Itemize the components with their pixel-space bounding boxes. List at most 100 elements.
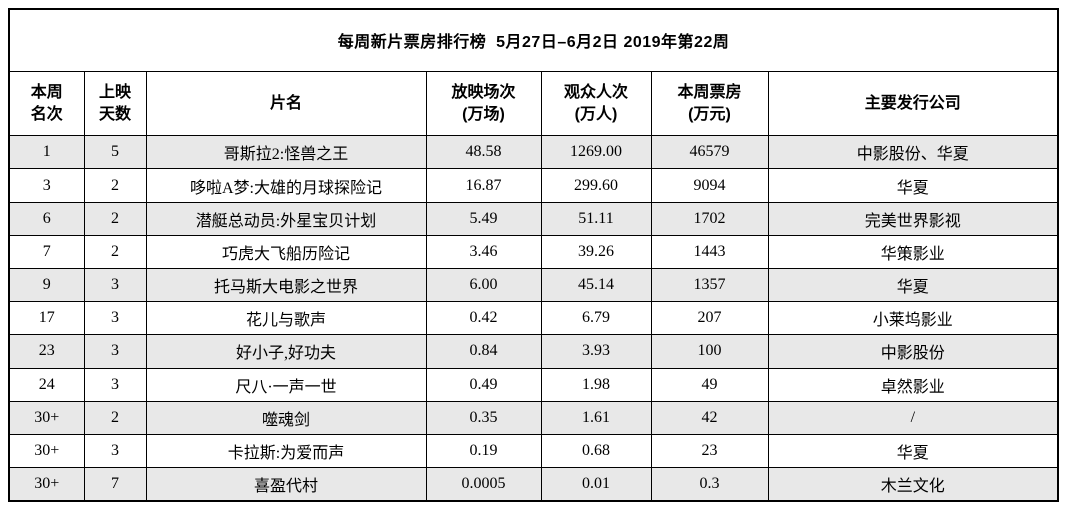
cell-admissions: 51.11 [540, 201, 652, 236]
cell-rank: 3 [8, 168, 85, 203]
cell-distributor: 华夏 [767, 268, 1059, 303]
cell-admissions: 45.14 [540, 268, 652, 303]
table-row: 6 2 潜艇总动员:外星宝贝计划 5.49 51.11 1702 完美世界影视 [8, 201, 1059, 236]
cell-screenings: 0.49 [425, 367, 542, 402]
cell-film-name: 潜艇总动员:外星宝贝计划 [145, 201, 427, 236]
cell-film-name: 托马斯大电影之世界 [145, 268, 427, 303]
cell-screenings: 16.87 [425, 168, 542, 203]
table-row: 30+ 7 喜盈代村 0.0005 0.01 0.3 木兰文化 [8, 467, 1059, 502]
cell-rank: 23 [8, 334, 85, 369]
cell-admissions: 0.01 [540, 467, 652, 502]
cell-rank: 30+ [8, 467, 85, 502]
cell-rank: 1 [8, 135, 85, 170]
cell-days: 3 [83, 367, 147, 402]
cell-days: 3 [83, 301, 147, 336]
title-row: 每周新片票房排行榜 5月27日–6月2日 2019年第22周 [8, 8, 1059, 72]
cell-box-office: 9094 [650, 168, 769, 203]
cell-film-name: 花儿与歌声 [145, 301, 427, 336]
cell-box-office: 207 [650, 301, 769, 336]
cell-rank: 17 [8, 301, 85, 336]
cell-rank: 30+ [8, 400, 85, 435]
cell-box-office: 0.3 [650, 467, 769, 502]
cell-days: 7 [83, 467, 147, 502]
cell-rank: 24 [8, 367, 85, 402]
cell-film-name: 噬魂剑 [145, 400, 427, 435]
cell-distributor: 华策影业 [767, 234, 1059, 270]
weekly-box-office-table: 每周新片票房排行榜 5月27日–6月2日 2019年第22周 本周 名次 上映 … [8, 8, 1060, 502]
cell-distributor: 卓然影业 [767, 367, 1059, 402]
cell-distributor: / [767, 400, 1059, 435]
cell-box-office: 1357 [650, 268, 769, 303]
cell-days: 2 [83, 400, 147, 435]
cell-distributor: 华夏 [767, 433, 1059, 469]
cell-film-name: 哆啦A梦:大雄的月球探险记 [145, 168, 427, 203]
cell-distributor: 木兰文化 [767, 467, 1059, 502]
cell-box-office: 49 [650, 367, 769, 402]
cell-admissions: 39.26 [540, 234, 652, 270]
col-header-box-office: 本周票房 (万元) [650, 70, 769, 137]
cell-admissions: 3.93 [540, 334, 652, 369]
table-row: 30+ 2 噬魂剑 0.35 1.61 42 / [8, 400, 1059, 435]
cell-screenings: 0.42 [425, 301, 542, 336]
cell-rank: 7 [8, 234, 85, 270]
cell-days: 2 [83, 234, 147, 270]
table-row: 9 3 托马斯大电影之世界 6.00 45.14 1357 华夏 [8, 268, 1059, 303]
header-row: 本周 名次 上映 天数 片名 放映场次 (万场) 观众人次 (万人) 本周票房 … [8, 70, 1059, 137]
cell-admissions: 1.98 [540, 367, 652, 402]
cell-rank: 30+ [8, 433, 85, 469]
cell-rank: 9 [8, 268, 85, 303]
cell-box-office: 23 [650, 433, 769, 469]
cell-box-office: 100 [650, 334, 769, 369]
col-header-screenings: 放映场次 (万场) [425, 70, 542, 137]
col-header-rank: 本周 名次 [8, 70, 85, 137]
cell-days: 3 [83, 268, 147, 303]
table-row: 17 3 花儿与歌声 0.42 6.79 207 小莱坞影业 [8, 301, 1059, 336]
col-header-admissions: 观众人次 (万人) [540, 70, 652, 137]
cell-box-office: 1443 [650, 234, 769, 270]
cell-film-name: 喜盈代村 [145, 467, 427, 502]
table-row: 30+ 3 卡拉斯:为爱而声 0.19 0.68 23 华夏 [8, 433, 1059, 469]
table-row: 3 2 哆啦A梦:大雄的月球探险记 16.87 299.60 9094 华夏 [8, 168, 1059, 203]
cell-film-name: 卡拉斯:为爱而声 [145, 433, 427, 469]
cell-distributor: 完美世界影视 [767, 201, 1059, 236]
cell-distributor: 小莱坞影业 [767, 301, 1059, 336]
col-header-film-name: 片名 [145, 70, 427, 137]
cell-distributor: 中影股份、华夏 [767, 135, 1059, 170]
cell-screenings: 0.19 [425, 433, 542, 469]
cell-days: 3 [83, 433, 147, 469]
table-row: 7 2 巧虎大飞船历险记 3.46 39.26 1443 华策影业 [8, 234, 1059, 270]
cell-days: 5 [83, 135, 147, 170]
cell-admissions: 1.61 [540, 400, 652, 435]
cell-screenings: 5.49 [425, 201, 542, 236]
table-row: 1 5 哥斯拉2:怪兽之王 48.58 1269.00 46579 中影股份、华… [8, 135, 1059, 170]
cell-days: 2 [83, 168, 147, 203]
cell-film-name: 好小子,好功夫 [145, 334, 427, 369]
cell-screenings: 6.00 [425, 268, 542, 303]
cell-screenings: 3.46 [425, 234, 542, 270]
col-header-distributor: 主要发行公司 [767, 70, 1059, 137]
cell-screenings: 0.84 [425, 334, 542, 369]
cell-admissions: 1269.00 [540, 135, 652, 170]
cell-screenings: 0.0005 [425, 467, 542, 502]
cell-admissions: 6.79 [540, 301, 652, 336]
box-office-table: 每周新片票房排行榜 5月27日–6月2日 2019年第22周 本周 名次 上映 … [8, 8, 1060, 502]
cell-film-name: 哥斯拉2:怪兽之王 [145, 135, 427, 170]
cell-screenings: 0.35 [425, 400, 542, 435]
cell-box-office: 1702 [650, 201, 769, 236]
table-title: 每周新片票房排行榜 5月27日–6月2日 2019年第22周 [8, 8, 1059, 72]
cell-days: 3 [83, 334, 147, 369]
table-row: 23 3 好小子,好功夫 0.84 3.93 100 中影股份 [8, 334, 1059, 369]
cell-box-office: 46579 [650, 135, 769, 170]
cell-admissions: 0.68 [540, 433, 652, 469]
cell-box-office: 42 [650, 400, 769, 435]
cell-days: 2 [83, 201, 147, 236]
cell-rank: 6 [8, 201, 85, 236]
col-header-days: 上映 天数 [83, 70, 147, 137]
cell-screenings: 48.58 [425, 135, 542, 170]
cell-admissions: 299.60 [540, 168, 652, 203]
cell-film-name: 尺八·一声一世 [145, 367, 427, 402]
cell-distributor: 中影股份 [767, 334, 1059, 369]
cell-distributor: 华夏 [767, 168, 1059, 203]
cell-film-name: 巧虎大飞船历险记 [145, 234, 427, 270]
table-row: 24 3 尺八·一声一世 0.49 1.98 49 卓然影业 [8, 367, 1059, 402]
